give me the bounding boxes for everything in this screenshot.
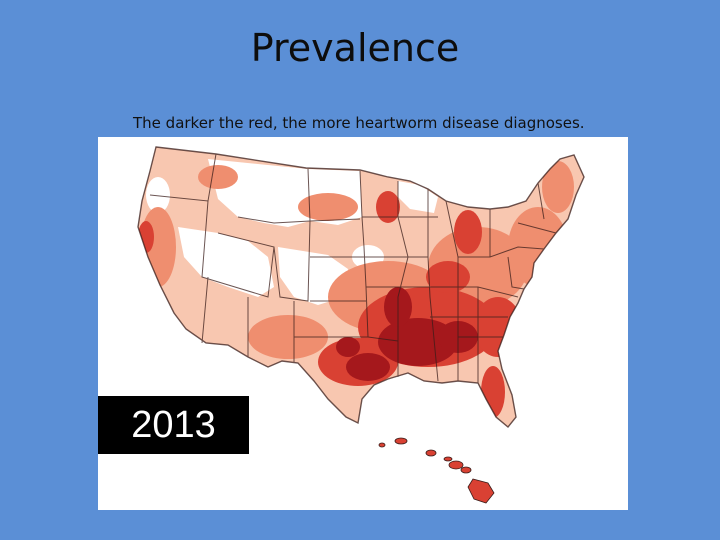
state-boundaries <box>137 146 585 428</box>
us-prevalence-map <box>137 146 585 504</box>
hawaii-islands <box>378 437 495 504</box>
year-label-box: 2013 <box>98 396 249 454</box>
year-label: 2013 <box>131 403 216 446</box>
heartworm-map: 2013 <box>98 137 628 510</box>
slide-title: Prevalence <box>250 26 460 70</box>
slide-subtitle: The darker the red, the more heartworm d… <box>133 114 585 132</box>
